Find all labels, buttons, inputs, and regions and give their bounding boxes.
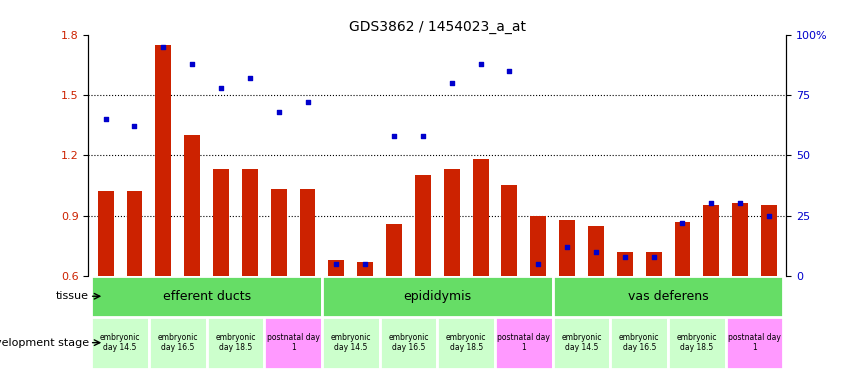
Text: vas deferens: vas deferens (627, 290, 708, 303)
Bar (156, 45, 172, 276)
Point (445, 80, 458, 86)
Bar (553, 317, 611, 369)
Bar (726, 317, 784, 369)
Bar (588, 225, 604, 276)
Bar (437, 317, 495, 369)
Bar (98, 191, 114, 276)
Text: embryonic
day 16.5: embryonic day 16.5 (619, 333, 659, 353)
Bar (501, 185, 517, 276)
Point (388, 133, 401, 139)
Point (590, 248, 603, 255)
Text: postnatal day
1: postnatal day 1 (497, 333, 550, 353)
Text: embryonic
day 18.5: embryonic day 18.5 (446, 333, 486, 353)
Point (358, 261, 372, 267)
Point (503, 68, 516, 74)
Point (301, 99, 315, 105)
Bar (617, 252, 632, 276)
Point (618, 253, 632, 260)
Bar (357, 262, 373, 276)
Bar (213, 169, 229, 276)
Bar (473, 159, 489, 276)
Bar (611, 317, 668, 369)
Text: postnatal day
1: postnatal day 1 (728, 333, 781, 353)
Bar (379, 317, 437, 369)
Point (473, 60, 487, 66)
Bar (149, 317, 207, 369)
Bar (559, 220, 575, 276)
Bar (646, 252, 662, 276)
Point (156, 43, 170, 50)
Bar (761, 205, 777, 276)
Text: postnatal day
1: postnatal day 1 (267, 333, 320, 353)
Bar (299, 189, 315, 276)
Point (243, 75, 257, 81)
Text: embryonic
day 16.5: embryonic day 16.5 (157, 333, 198, 353)
Bar (703, 205, 719, 276)
Text: embryonic
day 18.5: embryonic day 18.5 (215, 333, 256, 353)
Bar (322, 276, 553, 317)
Text: development stage: development stage (0, 338, 89, 348)
Bar (184, 135, 200, 276)
Point (99, 116, 113, 122)
Bar (386, 223, 402, 276)
Point (272, 109, 285, 115)
Bar (553, 276, 784, 317)
Bar (271, 189, 287, 276)
Point (416, 133, 430, 139)
Text: embryonic
day 14.5: embryonic day 14.5 (561, 333, 602, 353)
Bar (329, 260, 344, 276)
Bar (415, 175, 431, 276)
Point (762, 212, 775, 218)
Bar (91, 317, 149, 369)
Bar (444, 169, 460, 276)
Point (532, 261, 545, 267)
Bar (91, 276, 322, 317)
Bar (264, 317, 322, 369)
Point (705, 200, 718, 207)
Bar (674, 222, 690, 276)
Bar (207, 317, 264, 369)
Bar (733, 204, 748, 276)
Title: GDS3862 / 1454023_a_at: GDS3862 / 1454023_a_at (349, 20, 526, 33)
Point (560, 244, 574, 250)
Text: epididymis: epididymis (403, 290, 472, 303)
Text: embryonic
day 14.5: embryonic day 14.5 (100, 333, 140, 353)
Text: embryonic
day 18.5: embryonic day 18.5 (677, 333, 717, 353)
Bar (668, 317, 726, 369)
Bar (322, 317, 379, 369)
Point (214, 84, 228, 91)
Bar (531, 215, 546, 276)
Point (185, 60, 198, 66)
Point (647, 253, 660, 260)
Point (676, 220, 690, 226)
Text: tissue: tissue (56, 291, 89, 301)
Bar (126, 191, 142, 276)
Point (128, 123, 141, 129)
Text: embryonic
day 16.5: embryonic day 16.5 (389, 333, 429, 353)
Point (733, 200, 747, 207)
Point (330, 261, 343, 267)
Bar (242, 169, 257, 276)
Text: embryonic
day 14.5: embryonic day 14.5 (331, 333, 371, 353)
Text: efferent ducts: efferent ducts (162, 290, 251, 303)
Bar (495, 317, 553, 369)
